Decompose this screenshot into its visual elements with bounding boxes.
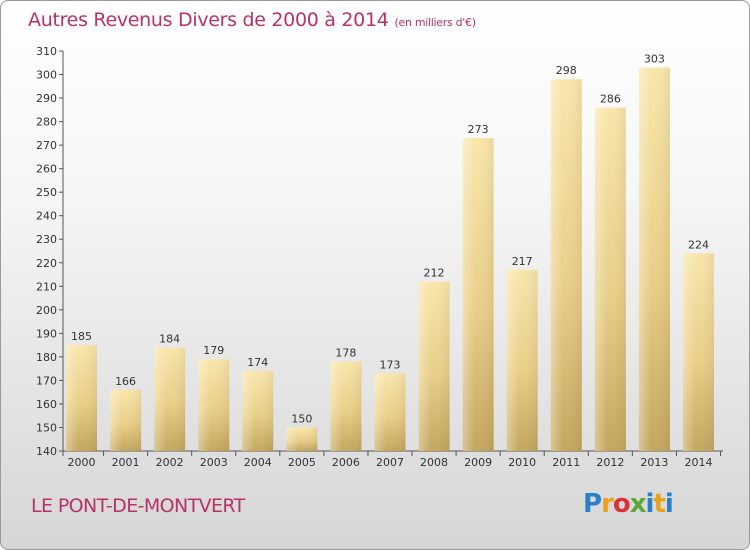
bar-shade-2004 <box>242 371 274 451</box>
data-label-2012: 286 <box>600 92 621 105</box>
x-tick-label-2010: 2010 <box>508 456 536 469</box>
y-tick-label: 290 <box>36 92 57 105</box>
y-tick-label: 250 <box>36 186 57 199</box>
bar-shade-2008 <box>418 281 450 451</box>
y-tick-label: 240 <box>36 210 57 223</box>
bar-shade-2005 <box>286 427 318 451</box>
x-tick-label-2006: 2006 <box>332 456 360 469</box>
y-tick-label: 140 <box>36 445 57 458</box>
bar-shade-2001 <box>110 389 142 451</box>
y-tick-label: 200 <box>36 304 57 317</box>
data-label-2007: 173 <box>379 358 400 371</box>
bar-shade-2003 <box>198 359 230 451</box>
y-tick-label: 180 <box>36 351 57 364</box>
bar-shade-2009 <box>462 138 494 451</box>
x-tick-label-2013: 2013 <box>640 456 668 469</box>
x-tick-label-2001: 2001 <box>112 456 140 469</box>
chart-subtitle: (en milliers d'€) <box>394 16 476 29</box>
data-label-2000: 185 <box>71 330 92 343</box>
y-tick-label: 270 <box>36 139 57 152</box>
commune-name: LE PONT-DE-MONTVERT <box>31 495 245 517</box>
data-label-2004: 174 <box>247 356 268 369</box>
data-label-2009: 273 <box>468 123 489 136</box>
bar-shade-2012 <box>594 107 626 452</box>
data-label-2008: 212 <box>424 267 445 280</box>
bar-shade-2010 <box>506 269 538 451</box>
y-tick-label: 160 <box>36 398 57 411</box>
bar-shade-2002 <box>154 347 186 451</box>
y-tick-label: 300 <box>36 69 57 82</box>
x-tick-label-2011: 2011 <box>552 456 580 469</box>
x-tick-label-2005: 2005 <box>288 456 316 469</box>
bar-shade-2013 <box>638 67 670 452</box>
data-label-2010: 217 <box>512 255 533 268</box>
y-tick-label: 220 <box>36 257 57 270</box>
y-tick-label: 210 <box>36 280 57 293</box>
y-tick-label: 190 <box>36 327 57 340</box>
x-tick-label-2004: 2004 <box>244 456 272 469</box>
data-label-2003: 179 <box>203 344 224 357</box>
bar-shade-2014 <box>682 253 714 451</box>
y-tick-label: 310 <box>36 45 57 58</box>
data-label-2011: 298 <box>556 64 577 77</box>
data-label-2001: 166 <box>115 375 136 388</box>
x-tick-label-2000: 2000 <box>68 456 96 469</box>
chart-title: Autres Revenus Divers de 2000 à 2014 (en … <box>28 9 476 31</box>
chart-bars <box>66 67 714 452</box>
y-tick-label: 260 <box>36 163 57 176</box>
bar-shade-2007 <box>374 373 406 451</box>
x-tick-label-2014: 2014 <box>684 456 712 469</box>
bar-shade-2011 <box>550 79 582 451</box>
x-tick-label-2008: 2008 <box>420 456 448 469</box>
bar-shade-2000 <box>66 345 97 451</box>
x-tick-label-2012: 2012 <box>596 456 624 469</box>
data-label-2005: 150 <box>291 412 312 425</box>
y-tick-label: 170 <box>36 374 57 387</box>
y-tick-label: 230 <box>36 233 57 246</box>
chart-labels: 2000 185 2001 166 2002 184 2003 179 2004 174 2005 1… <box>68 52 713 469</box>
proxiti-logo: Proxiti <box>583 489 674 519</box>
data-label-2013: 303 <box>644 52 665 65</box>
x-tick-label-2009: 2009 <box>464 456 492 469</box>
data-label-2002: 184 <box>159 332 180 345</box>
y-tick-label: 150 <box>36 421 57 434</box>
data-label-2014: 224 <box>688 238 709 251</box>
data-label-2006: 178 <box>335 347 356 360</box>
x-tick-label-2002: 2002 <box>156 456 184 469</box>
x-tick-label-2007: 2007 <box>376 456 404 469</box>
x-tick-label-2003: 2003 <box>200 456 228 469</box>
chart-title-text: Autres Revenus Divers de 2000 à 2014 <box>28 9 389 31</box>
bar-shade-2006 <box>330 361 362 451</box>
y-tick-label: 280 <box>36 116 57 129</box>
